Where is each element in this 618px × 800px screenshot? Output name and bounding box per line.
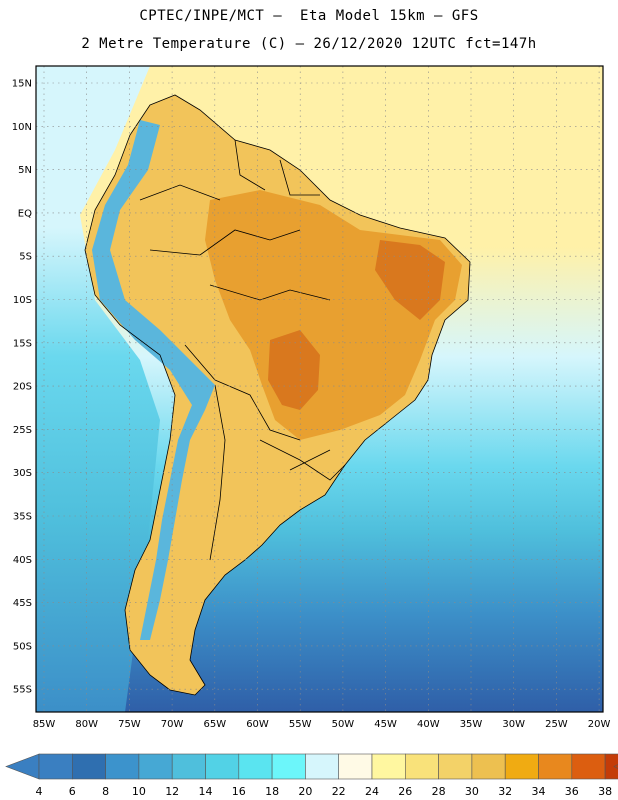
lon-label: 30W xyxy=(502,719,525,730)
very-hot-core xyxy=(268,240,445,410)
colorbar-segment xyxy=(471,753,506,780)
pacific-ocean-field xyxy=(36,66,160,712)
lon-label: 25W xyxy=(545,719,568,730)
longitude-labels: 85W 80W 75W 70W 65W 60W 55W 50W 45W 40W 35W 30W 25W 2… xyxy=(33,719,611,730)
colorbar-tick-label: 28 xyxy=(432,785,446,798)
colorbar-high-arrow xyxy=(613,764,618,769)
colorbar-low-arrow xyxy=(5,753,40,780)
map-title-line1: CPTEC/INPE/MCT – Eta Model 15km – GFS xyxy=(139,8,479,24)
latitude-labels: 15N 10N 5N EQ 5S 10S 15S 20S 25S 30S 35S 40S 45S 50S 5… xyxy=(12,79,32,696)
colorbar-tick-label: 8 xyxy=(102,785,109,798)
colorbar-segment xyxy=(72,753,106,780)
colorbar-tick-label: 32 xyxy=(498,785,512,798)
lon-label: 40W xyxy=(417,719,440,730)
lat-label: 50S xyxy=(13,641,32,652)
lon-label: 35W xyxy=(460,719,483,730)
colorbar-tick-label: 24 xyxy=(365,785,379,798)
colorbar-tick-label: 14 xyxy=(199,785,213,798)
colorbar-tick-label: 30 xyxy=(465,785,479,798)
colorbar-tick-label: 38 xyxy=(598,785,612,798)
colorbar-tick-label: 6 xyxy=(69,785,76,798)
colorbar-tick-label: 18 xyxy=(265,785,279,798)
colorbar-segment xyxy=(238,753,273,780)
lon-label: 80W xyxy=(75,719,98,730)
lon-label: 75W xyxy=(118,719,141,730)
map-frame xyxy=(35,65,604,713)
colorbar-segment xyxy=(138,753,173,780)
lon-label: 55W xyxy=(289,719,312,730)
lat-label: 5N xyxy=(18,165,32,176)
map-title-line2: 2 Metre Temperature (C) – 26/12/2020 12U… xyxy=(81,36,537,52)
colorbar-segment xyxy=(371,753,406,780)
colorbar-segment xyxy=(271,753,306,780)
lon-label: 20W xyxy=(588,719,611,730)
lat-label: 20S xyxy=(13,382,32,393)
colorbar-segment xyxy=(504,753,539,780)
lat-label: 25S xyxy=(13,425,32,436)
lon-label: 60W xyxy=(246,719,269,730)
colorbar-tick-label: 34 xyxy=(532,785,546,798)
colorbar-segment xyxy=(604,753,618,780)
lon-label: 85W xyxy=(33,719,56,730)
colorbar-tick-label: 12 xyxy=(165,785,179,798)
colorbar-segment xyxy=(571,753,606,780)
lon-label: 65W xyxy=(203,719,226,730)
andes-cold-band xyxy=(92,120,215,640)
colorbar-segment xyxy=(404,753,439,780)
colorbar-segment xyxy=(171,753,206,780)
map-fields xyxy=(36,66,603,712)
lat-label: 55S xyxy=(13,685,32,696)
lat-label: 15N xyxy=(12,79,32,90)
lon-label: 70W xyxy=(161,719,184,730)
colorbar-segment xyxy=(38,753,73,780)
lon-label: 45W xyxy=(374,719,397,730)
colorbar-tick-label: 26 xyxy=(398,785,412,798)
colorbar-tick-label: 10 xyxy=(132,785,146,798)
colorbar-tick-label: 22 xyxy=(332,785,346,798)
colorbar-tick-label: 16 xyxy=(232,785,246,798)
colorbar-segment xyxy=(305,753,339,780)
lat-label: 30S xyxy=(13,468,32,479)
colorbar-segment xyxy=(105,753,140,780)
colorbar-segment xyxy=(338,753,373,780)
colorbar-segment xyxy=(438,753,473,780)
lon-label: 50W xyxy=(332,719,355,730)
lat-label: 40S xyxy=(13,555,32,566)
lat-lon-grid xyxy=(36,66,603,712)
colorbar-segment xyxy=(538,753,573,780)
lat-label: 10S xyxy=(13,295,32,306)
colorbar-tick-label: 36 xyxy=(565,785,579,798)
lat-label: 15S xyxy=(13,338,32,349)
colorbar: 4 6 8 10 12 14 16 18 20 22 24 26 28 30 32 34 36 38 xyxy=(5,753,618,798)
lat-label: 5S xyxy=(19,252,32,263)
lat-label: 35S xyxy=(13,512,32,523)
colorbar-tick-label: 4 xyxy=(36,785,43,798)
country-borders xyxy=(84,94,471,696)
colorbar-segment xyxy=(205,753,240,780)
lat-label: 45S xyxy=(13,598,32,609)
lat-label: EQ xyxy=(18,208,32,219)
colorbar-tick-label: 20 xyxy=(298,785,312,798)
lat-label: 10N xyxy=(12,122,32,133)
